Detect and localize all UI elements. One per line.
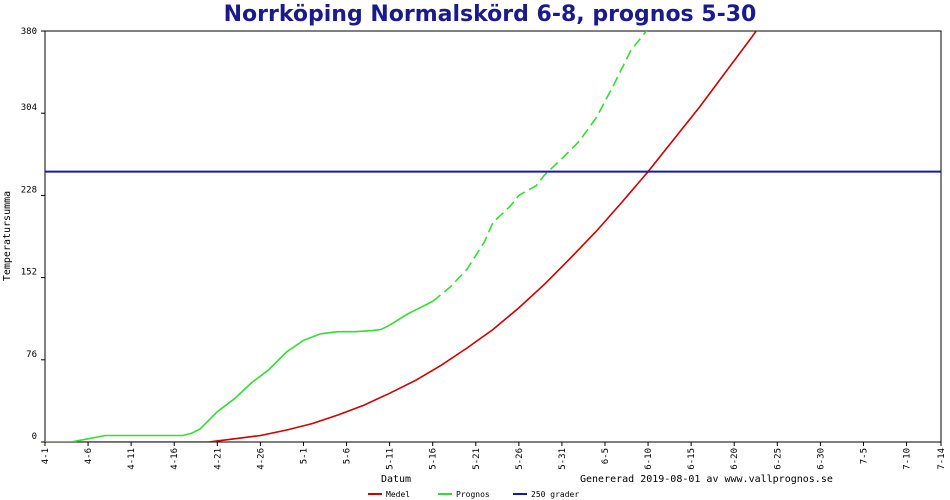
y-axis: 0 76 152 228 304 380 xyxy=(21,27,45,443)
x-tick-label: 7-14 xyxy=(937,448,947,470)
x-axis: 4-1 4-6 4-11 4-16 4-21 4-26 5-1 5-6 5-11 5-16 5-21… xyxy=(41,442,947,470)
x-tick-label: 6-10 xyxy=(644,448,654,470)
legend-label-prognos: Prognos xyxy=(456,490,490,499)
series-prognos-line xyxy=(45,300,434,442)
x-tick-label: 4-6 xyxy=(84,448,94,464)
x-tick-label: 5-16 xyxy=(429,448,439,470)
x-tick-label: 7-5 xyxy=(859,448,869,464)
x-tick-label: 5-31 xyxy=(558,448,568,470)
chart-title: Norrköping Normalskörd 6-8, prognos 5-30 xyxy=(224,2,757,27)
legend: Medel Prognos 250 grader xyxy=(368,490,579,499)
x-axis-label: Datum xyxy=(381,474,411,485)
x-tick-label: 5-11 xyxy=(386,448,396,470)
y-tick-label: 152 xyxy=(21,268,37,278)
x-tick-label: 5-1 xyxy=(299,448,309,464)
x-tick-label: 6-30 xyxy=(816,448,826,470)
legend-label-250-grader: 250 grader xyxy=(531,490,579,499)
x-tick-label: 4-11 xyxy=(127,448,137,470)
x-tick-label: 6-15 xyxy=(687,448,697,470)
y-tick-label: 228 xyxy=(21,185,37,195)
y-tick-label: 304 xyxy=(21,103,37,113)
y-tick-label: 380 xyxy=(21,27,37,37)
y-axis-label: Temperatursumma xyxy=(2,191,13,281)
x-tick-label: 4-16 xyxy=(170,448,180,470)
legend-label-medel: Medel xyxy=(386,490,410,499)
x-tick-label: 6-20 xyxy=(730,448,740,470)
x-tick-label: 4-21 xyxy=(213,448,223,470)
x-tick-label: 7-10 xyxy=(903,448,913,470)
x-tick-label: 4-1 xyxy=(41,448,51,464)
series-layer xyxy=(45,31,941,442)
footer-credit: Genererad 2019-08-01 av www.vallprognos.… xyxy=(580,474,833,485)
x-tick-label: 4-26 xyxy=(256,448,266,470)
y-tick-label: 76 xyxy=(26,350,37,360)
y-tick-label: 0 xyxy=(32,432,37,442)
series-medel-line xyxy=(45,31,758,442)
x-tick-label: 5-6 xyxy=(343,448,353,464)
x-tick-label: 6-25 xyxy=(773,448,783,470)
x-tick-label: 5-26 xyxy=(515,448,525,470)
plot-area-frame xyxy=(44,30,942,443)
series-prognos-forecast-line xyxy=(432,31,648,303)
x-tick-label: 5-21 xyxy=(472,448,482,470)
x-tick-label: 6-5 xyxy=(601,448,611,464)
